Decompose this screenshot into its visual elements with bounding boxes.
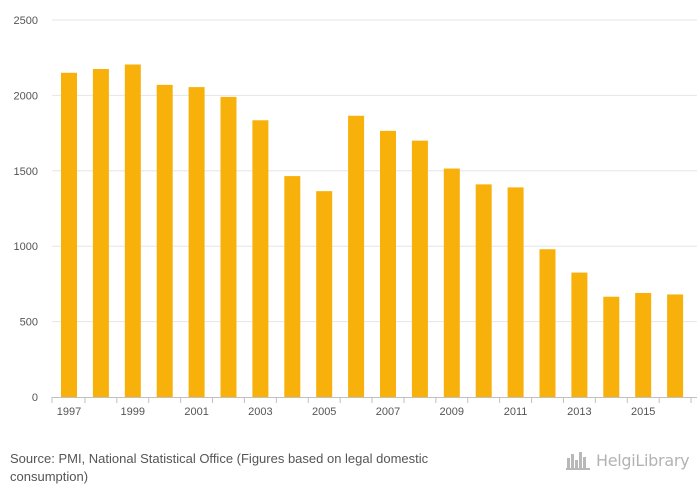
bar-2013[interactable]	[571, 272, 588, 397]
x-tick-label-2001: 2001	[184, 406, 208, 418]
bar-2011[interactable]	[507, 187, 524, 397]
y-tick-label: 1000	[14, 241, 38, 253]
x-axis-labels: 1997 1999 2001 2003 2005 2007 2009 2011 2013 2015	[57, 406, 656, 418]
y-tick-label: 1500	[14, 166, 38, 178]
bar-2012[interactable]	[539, 249, 556, 397]
bar-2001[interactable]	[188, 87, 205, 397]
x-tick-label-1999: 1999	[121, 406, 145, 418]
bar-2000[interactable]	[156, 84, 173, 398]
x-axis	[51, 397, 697, 403]
x-tick-label-2007: 2007	[376, 406, 400, 418]
bar-2008[interactable]	[411, 140, 428, 397]
bar-2010[interactable]	[475, 184, 492, 397]
bar-chart: 0 500 1000 1500 2000 2500 1997 1999 2001 2003 200…	[14, 15, 697, 418]
bar-1998[interactable]	[92, 69, 109, 397]
source-note: Source: PMI, National Statistical Office…	[10, 450, 490, 486]
x-tick-label-2015: 2015	[631, 406, 655, 418]
bar-2014[interactable]	[603, 296, 620, 397]
bar-1999[interactable]	[124, 64, 141, 398]
x-tick-label-2003: 2003	[248, 406, 272, 418]
x-tick-label-2011: 2011	[504, 406, 528, 418]
logo-text: HelgiLibrary	[596, 450, 690, 470]
source-label: Source:	[10, 451, 55, 466]
y-tick-label: 2500	[14, 15, 38, 27]
bar-chart-books-icon	[566, 452, 590, 470]
bar-2006[interactable]	[348, 115, 365, 398]
bar-2007[interactable]	[380, 130, 396, 397]
x-tick-label-2013: 2013	[567, 406, 591, 418]
source-text: PMI, National Statistical Office (Figure…	[10, 451, 429, 484]
bar-2003[interactable]	[252, 120, 269, 398]
bar-2016[interactable]	[667, 294, 684, 397]
x-tick-label-2009: 2009	[440, 406, 464, 418]
bars	[61, 64, 684, 398]
y-axis-labels: 0 500 1000 1500 2000 2500	[14, 15, 38, 404]
x-tick-label-1997: 1997	[57, 406, 81, 418]
y-tick-label: 2000	[14, 90, 38, 102]
grid-lines	[52, 19, 697, 323]
bar-2004[interactable]	[284, 176, 301, 397]
y-tick-label: 0	[32, 392, 38, 404]
bar-2002[interactable]	[220, 96, 237, 398]
bar-2005[interactable]	[316, 191, 333, 397]
bar-2015[interactable]	[635, 292, 652, 397]
x-tick-label-2005: 2005	[312, 406, 336, 418]
helgi-library-logo: HelgiLibrary	[566, 448, 696, 472]
y-tick-label: 500	[20, 317, 38, 329]
bar-1997[interactable]	[61, 72, 77, 397]
bar-2009[interactable]	[443, 168, 460, 397]
